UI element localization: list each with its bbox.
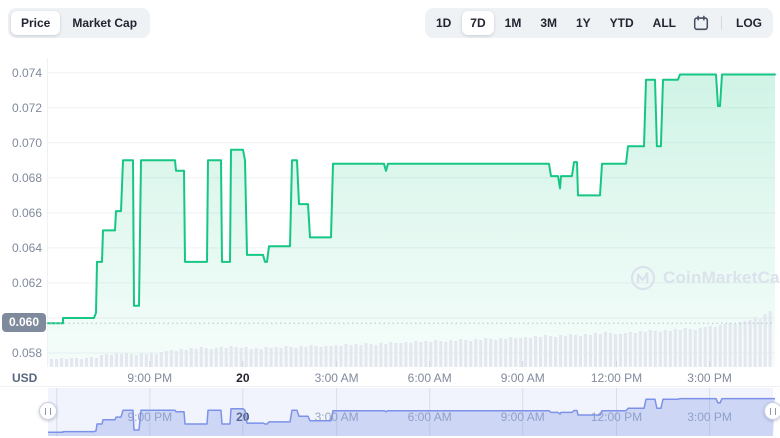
grip-icon xyxy=(770,407,776,415)
divider xyxy=(721,16,722,30)
watermark-text: CoinMarketCap xyxy=(663,268,780,287)
navigator-x-label: 6:00 AM xyxy=(408,410,452,424)
navigator-right-handle[interactable] xyxy=(764,402,780,420)
range-button-7d[interactable]: 7D xyxy=(462,11,494,35)
y-axis-label: 0.068 xyxy=(11,170,42,185)
navigator-area xyxy=(48,398,775,436)
price-area xyxy=(48,74,775,367)
y-axis-label: 0.058 xyxy=(11,345,42,360)
currency-label: USD xyxy=(12,371,38,385)
y-axis-label: 0.074 xyxy=(11,65,42,80)
range-button-3m[interactable]: 3M xyxy=(532,11,565,35)
navigator-band xyxy=(48,388,773,436)
volume-bars xyxy=(50,311,772,367)
navigator-line xyxy=(48,397,775,434)
navigator-x-label: 3:00 PM xyxy=(687,410,732,424)
log-scale-button[interactable]: LOG xyxy=(728,11,770,35)
y-axis-label: 0.070 xyxy=(11,135,42,150)
y-axis-label: 0.062 xyxy=(11,275,42,290)
x-axis-label: 12:00 PM xyxy=(590,371,643,385)
coinmarketcap-logo-icon xyxy=(630,265,656,291)
x-axis-label: 9:00 AM xyxy=(500,371,545,385)
navigator-x-label: 12:00 PM xyxy=(591,410,642,424)
range-button-1y[interactable]: 1Y xyxy=(568,11,599,35)
x-axis-label: 9:00 PM xyxy=(127,371,173,385)
tab-market-cap[interactable]: Market Cap xyxy=(62,11,147,35)
range-button-1m[interactable]: 1M xyxy=(497,11,530,35)
grip-icon xyxy=(45,407,51,415)
price-marketcap-toggle: Price Market Cap xyxy=(8,8,151,38)
x-axis-label: 20 xyxy=(236,371,250,385)
y-axis-label: 0.066 xyxy=(11,205,42,220)
calendar-button[interactable] xyxy=(687,11,715,35)
range-button-all[interactable]: ALL xyxy=(645,11,684,35)
navigator-left-handle[interactable] xyxy=(39,402,57,420)
range-selector: 1D 7D 1M 3M 1Y YTD ALL LOG xyxy=(424,8,773,38)
x-axis-label: 6:00 AM xyxy=(407,371,452,385)
y-axis-label: 0.072 xyxy=(11,100,42,115)
price-badge: 0.060 xyxy=(2,313,47,333)
navigator-x-label: 9:00 AM xyxy=(501,410,545,424)
calendar-icon xyxy=(693,15,709,31)
x-axis-label: 3:00 AM xyxy=(314,371,359,385)
range-button-1d[interactable]: 1D xyxy=(428,11,459,35)
coinmarketcap-watermark: CoinMarketCap xyxy=(630,265,780,291)
tab-price[interactable]: Price xyxy=(11,11,61,35)
range-button-ytd[interactable]: YTD xyxy=(602,11,642,35)
navigator-x-label: 9:00 PM xyxy=(127,410,172,424)
y-axis-label: 0.064 xyxy=(11,240,42,255)
navigator-x-label: 20 xyxy=(236,410,250,424)
x-axis-label: 3:00 PM xyxy=(687,371,732,385)
navigator-x-label: 3:00 AM xyxy=(315,410,359,424)
